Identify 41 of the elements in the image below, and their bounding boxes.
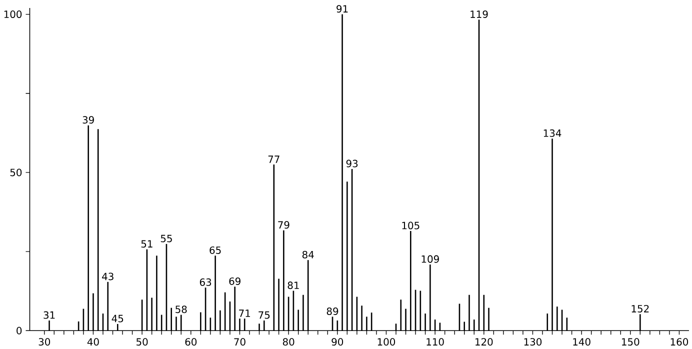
y-tick-label: 50 xyxy=(10,168,22,176)
x-tick-label: 130 xyxy=(524,338,542,346)
annotation: 81 xyxy=(288,282,299,290)
annotation: 105 xyxy=(402,222,420,230)
x-tick-label: 40 xyxy=(87,338,99,346)
x-tick-label: 150 xyxy=(622,338,640,346)
x-tick-label: 70 xyxy=(234,338,246,346)
annotation: 91 xyxy=(336,5,348,13)
annotation: 152 xyxy=(632,304,649,313)
x-tick-label: 80 xyxy=(282,338,294,346)
x-tick-label: 100 xyxy=(378,338,396,346)
annotation: 119 xyxy=(470,10,488,18)
annotation: 79 xyxy=(278,221,290,229)
x-tick-label: 140 xyxy=(573,338,590,346)
annotation: 134 xyxy=(544,129,562,137)
x-tick-label: 30 xyxy=(38,338,50,346)
annotation: 71 xyxy=(239,310,250,317)
annotation: 65 xyxy=(210,246,221,254)
x-tick-label: 120 xyxy=(476,338,493,346)
annotation: 93 xyxy=(346,160,358,168)
x-tick-label: 90 xyxy=(332,338,344,346)
annotation: 63 xyxy=(200,278,212,286)
x-tick-label: 110 xyxy=(426,338,444,346)
annotation: 109 xyxy=(422,255,439,263)
annotation: 84 xyxy=(302,250,314,258)
annotation: 69 xyxy=(229,277,240,285)
x-tick-label: 60 xyxy=(185,338,197,346)
y-tick-label: 100 xyxy=(4,10,22,18)
annotation: 89 xyxy=(326,308,338,316)
x-tick-label: 50 xyxy=(136,338,148,346)
annotation: 58 xyxy=(176,306,187,314)
y-tick-label: 0 xyxy=(16,326,22,334)
x-tick-label: 160 xyxy=(670,338,688,346)
annotation: 43 xyxy=(102,272,114,280)
annotation: 77 xyxy=(268,156,280,163)
annotation: 75 xyxy=(258,311,270,319)
annotation: 45 xyxy=(112,314,124,322)
annotation: 39 xyxy=(82,116,94,124)
annotation: 31 xyxy=(44,311,55,319)
annotation: 55 xyxy=(160,234,172,242)
annotation: 51 xyxy=(141,240,152,248)
